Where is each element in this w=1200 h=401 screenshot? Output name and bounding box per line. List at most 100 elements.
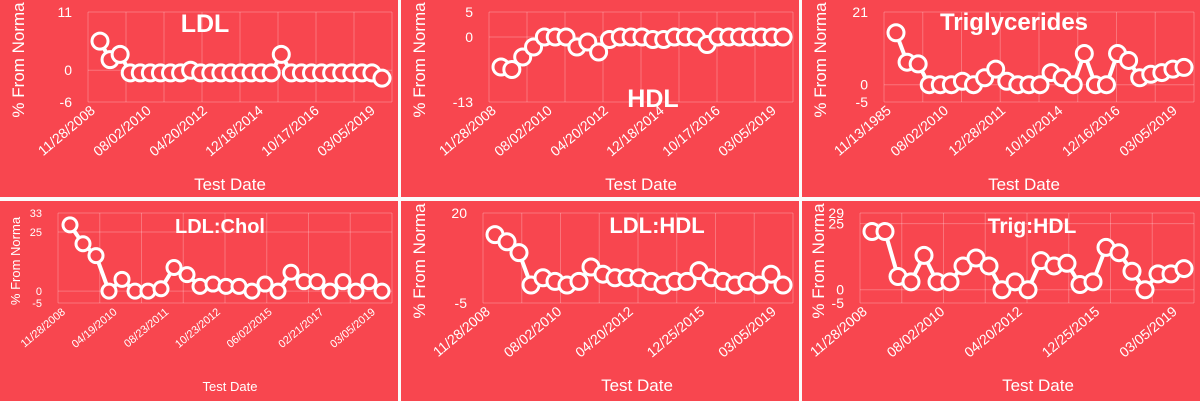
chart-title: Trig:HDL <box>988 215 1077 238</box>
chart-title: LDL:HDL <box>609 213 704 238</box>
data-point <box>271 44 291 64</box>
y-axis-label: % From Norma <box>811 2 830 118</box>
y-tick-label: 25 <box>30 227 42 239</box>
x-tick-label: 11/28/2008 <box>35 102 98 159</box>
data-point <box>940 272 960 292</box>
chart-title: Triglycerides <box>940 9 1088 36</box>
y-tick-label: 0 <box>836 282 844 298</box>
x-tick-label: 08/23/2011 <box>122 306 171 350</box>
y-tick-label: -5 <box>856 94 869 110</box>
hdl-chart: 50-1311/28/200808/02/201004/20/201212/18… <box>410 2 794 194</box>
x-tick-label: 03/05/2019 <box>328 306 378 351</box>
data-point <box>677 271 697 291</box>
y-axis-label: % From Norma <box>8 216 23 305</box>
x-tick-label: 08/02/2010 <box>90 102 154 159</box>
x-tick-label: 11/28/2008 <box>19 306 68 350</box>
x-tick-label: 03/05/2019 <box>1116 303 1180 360</box>
x-tick-label: 08/02/2010 <box>883 303 947 360</box>
data-point <box>886 23 906 43</box>
data-point <box>1174 57 1194 77</box>
y-axis-label: % From Norma <box>9 2 28 118</box>
data-point <box>256 275 274 293</box>
y-axis-label: % From Norma <box>809 203 828 319</box>
chart-panel-triglycerides: 21 0 -5 11/13/1985 08/02/2010 12/28/2011 10/10… <box>802 0 1200 197</box>
x-tick-label: 12/25/2015 <box>643 303 707 360</box>
x-tick-label: 08/02/2010 <box>491 102 555 159</box>
x-axis-label: Test Date <box>203 379 258 394</box>
x-tick-label: 04/20/2012 <box>961 303 1025 360</box>
y-tick-label: 0 <box>465 29 473 45</box>
data-point <box>334 273 352 291</box>
x-tick-label: 08/02/2010 <box>500 303 564 360</box>
x-axis-label: Test Date <box>601 376 673 395</box>
x-axis-label: Test Date <box>605 175 677 194</box>
data-point <box>360 273 378 291</box>
data-point <box>914 245 934 265</box>
data-point <box>113 270 131 288</box>
chart-panel-trig-hdl: 29 25 0 -5 11/28/2008 08/02/2010 04/20/2012 12/… <box>802 201 1200 401</box>
x-tick-label: 12/18/2014 <box>202 102 266 159</box>
y-tick-label: 0 <box>36 286 42 298</box>
data-point <box>1096 75 1116 95</box>
data-point <box>282 263 300 281</box>
data-point <box>1109 243 1129 263</box>
x-tick-label: 08/02/2010 <box>887 102 951 159</box>
data-point <box>152 280 170 298</box>
y-tick-label: -6 <box>60 94 73 110</box>
data-point <box>269 282 287 300</box>
x-tick-label: 04/19/2010 <box>70 306 120 351</box>
data-point <box>761 264 781 284</box>
data-point <box>569 271 589 291</box>
y-axis-label: % From Norma <box>410 2 429 118</box>
y-tick-label: -5 <box>32 298 42 310</box>
data-point <box>1030 75 1050 95</box>
y-tick-label: 11 <box>57 4 72 20</box>
x-tick-label: 11/28/2008 <box>430 303 493 360</box>
y-tick-label: -5 <box>832 295 845 311</box>
data-point <box>1135 280 1155 300</box>
data-point <box>1119 50 1139 70</box>
y-tick-label: 0 <box>860 77 868 93</box>
x-tick-label: 10/23/2012 <box>173 306 223 351</box>
data-point <box>165 258 183 276</box>
y-axis-label: % From Norma <box>410 203 429 319</box>
x-axis-label: Test Date <box>988 175 1060 194</box>
data-point <box>347 282 365 300</box>
data-point <box>1122 261 1142 281</box>
x-tick-label: 04/20/2012 <box>547 102 611 159</box>
data-point <box>1063 75 1083 95</box>
data-point <box>1174 259 1194 279</box>
data-point <box>502 60 522 79</box>
data-point <box>61 216 79 234</box>
data-point <box>589 42 609 62</box>
triglycerides-chart: 21 0-511/13/198508/02/201012/28/201110/10… <box>811 2 1195 194</box>
data-point <box>87 247 105 265</box>
y-tick-label: -13 <box>453 94 473 110</box>
x-tick-label: 12/25/2015 <box>1038 303 1102 360</box>
data-point <box>1074 44 1094 64</box>
data-point <box>90 31 110 51</box>
data-point <box>773 27 793 47</box>
x-tick-label: 12/16/2016 <box>1059 102 1123 159</box>
data-point <box>321 282 339 300</box>
data-point <box>243 282 261 300</box>
x-tick-label: 11/28/2008 <box>436 102 499 159</box>
data-point <box>372 68 392 88</box>
data-point <box>178 266 196 284</box>
x-tick-label: 03/05/2019 <box>715 102 779 159</box>
ldl-hdl-chart: 20 -511/28/2008 08/02/2010 04/20/2012 12/25/… <box>410 203 794 395</box>
chart-panel-ldl: 11 0 -6 11/28/2008 08/02/2010 04/20/2012 12/18… <box>0 0 398 197</box>
data-point <box>74 235 92 253</box>
x-axis-label: Test Date <box>1002 376 1074 395</box>
data-point <box>1083 272 1103 292</box>
x-tick-label: 03/05/2019 <box>314 102 378 159</box>
y-tick-label: 5 <box>465 4 473 20</box>
data-point <box>908 54 928 74</box>
data-point <box>261 63 281 83</box>
data-point <box>373 282 391 300</box>
chart-panel-ldl-chol: 33 25 0 -5 11/28/2008 04/19/2010 08/23/2011 10/… <box>0 201 398 401</box>
data-point <box>110 44 130 64</box>
data-point <box>979 256 999 276</box>
x-tick-label: 12/28/2011 <box>945 102 1008 159</box>
